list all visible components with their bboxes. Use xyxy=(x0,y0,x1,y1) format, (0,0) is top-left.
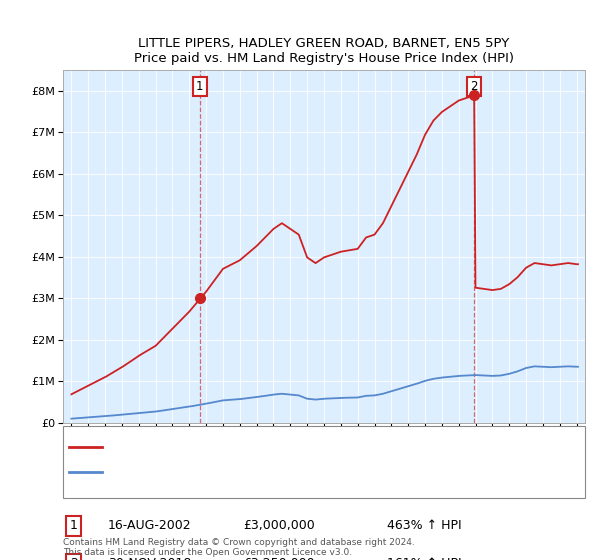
Text: 2: 2 xyxy=(70,557,78,560)
Text: 30-NOV-2018: 30-NOV-2018 xyxy=(108,557,191,560)
Text: Contains HM Land Registry data © Crown copyright and database right 2024.
This d: Contains HM Land Registry data © Crown c… xyxy=(63,538,415,557)
Text: 1: 1 xyxy=(196,80,203,93)
Title: LITTLE PIPERS, HADLEY GREEN ROAD, BARNET, EN5 5PY
Price paid vs. HM Land Registr: LITTLE PIPERS, HADLEY GREEN ROAD, BARNET… xyxy=(134,36,514,64)
Text: 16-AUG-2002: 16-AUG-2002 xyxy=(108,519,191,533)
Text: £3,000,000: £3,000,000 xyxy=(243,519,315,533)
Text: LITTLE PIPERS, HADLEY GREEN ROAD, BARNET, EN5 5PY (detached house): LITTLE PIPERS, HADLEY GREEN ROAD, BARNET… xyxy=(108,442,494,452)
Text: 161% ↑ HPI: 161% ↑ HPI xyxy=(387,557,461,560)
Text: HPI: Average price, detached house, Barnet: HPI: Average price, detached house, Barn… xyxy=(108,467,336,477)
Text: £3,250,000: £3,250,000 xyxy=(243,557,314,560)
Text: 2: 2 xyxy=(470,80,478,93)
Text: 1: 1 xyxy=(70,519,78,533)
Text: 463% ↑ HPI: 463% ↑ HPI xyxy=(387,519,461,533)
